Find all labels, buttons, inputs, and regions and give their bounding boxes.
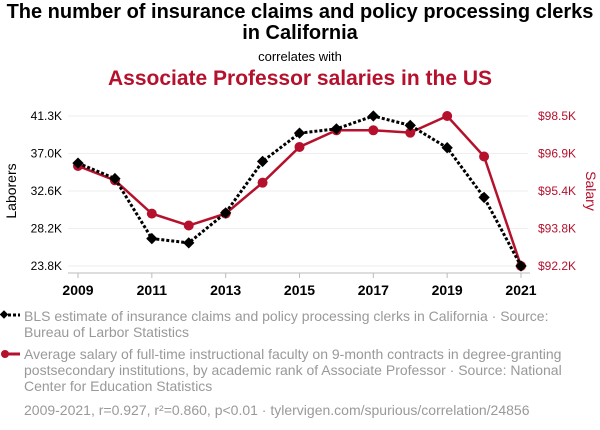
- right-tick-label: $92.2K: [538, 259, 576, 273]
- salary-point: [183, 220, 194, 231]
- salary-point: [405, 127, 416, 138]
- salary-point: [368, 125, 379, 136]
- salary-point: [146, 208, 157, 219]
- clerks-point: [330, 123, 343, 135]
- legend-item-salary: Average salary of full-time instructiona…: [24, 346, 584, 394]
- left-tick-label: 41.3K: [31, 109, 62, 123]
- legend-item-clerks: BLS estimate of insurance claims and pol…: [24, 308, 584, 340]
- clerks-point: [220, 207, 232, 219]
- right-tick-label: $96.9K: [538, 147, 576, 161]
- clerks-point: [478, 191, 490, 204]
- clerks-point: [256, 155, 269, 168]
- left-axis-label: Laborers: [3, 163, 19, 218]
- legend-markers: [0, 310, 20, 358]
- clerks-point: [367, 110, 379, 122]
- clerks-point: [293, 127, 306, 139]
- chart-title: The number of insurance claims and polic…: [6, 1, 594, 44]
- x-tick-label: 2021: [505, 282, 536, 298]
- left-tick-label: 23.8K: [31, 259, 62, 273]
- x-tick-label: 2015: [284, 282, 315, 298]
- chart-subtitle: Associate Professor salaries in the US: [108, 67, 492, 90]
- right-tick-label: $95.4K: [538, 184, 576, 198]
- right-tick-label: $98.5K: [538, 109, 576, 123]
- salary-point: [479, 151, 490, 162]
- x-tick-label: 2019: [432, 282, 463, 298]
- correlates-label: correlates with: [258, 49, 342, 64]
- clerks-point: [183, 237, 195, 249]
- legend-label: BLS estimate of insurance claims and pol…: [24, 308, 549, 340]
- x-tick-label: 2013: [210, 282, 241, 298]
- clerks-point: [441, 142, 453, 154]
- line-chart: 41.3K $98.5K 37.0K $96.9K 32.6K $95.4K 28.2K $9…: [3, 109, 599, 298]
- x-tick-label: 2009: [62, 282, 93, 298]
- left-tick-label: 28.2K: [31, 222, 62, 236]
- clerks-point: [146, 232, 158, 245]
- salary-point: [257, 177, 268, 188]
- left-tick-label: 37.0K: [31, 147, 62, 161]
- salary-point: [294, 141, 305, 152]
- legend-circle-icon: [1, 350, 9, 358]
- x-tick-label: 2017: [358, 282, 389, 298]
- right-axis-label: Salary: [583, 171, 599, 211]
- salary-point: [442, 111, 453, 121]
- clerks-point: [404, 119, 416, 132]
- right-tick-label: $93.8K: [538, 222, 576, 236]
- footer-stats: 2009-2021, r=0.927, r²=0.860, p<0.01 · t…: [24, 402, 530, 418]
- legend-diamond-icon: [0, 310, 9, 319]
- x-tick-label: 2011: [137, 282, 168, 298]
- left-tick-label: 32.6K: [31, 184, 62, 198]
- legend-label: Average salary of full-time instructiona…: [24, 346, 562, 394]
- clerks-point: [515, 260, 527, 272]
